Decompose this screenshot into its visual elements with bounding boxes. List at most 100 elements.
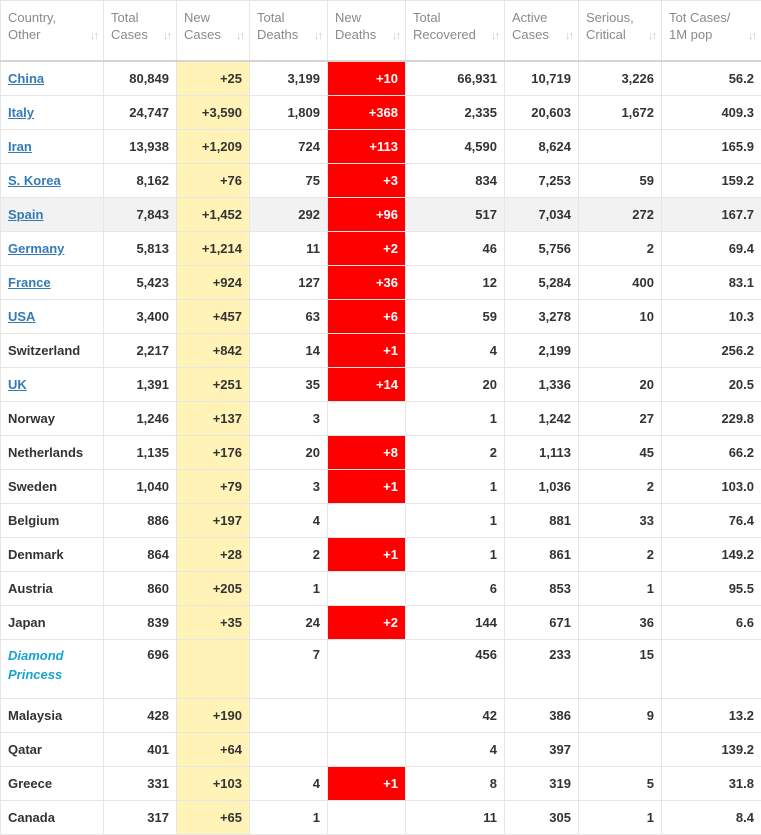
cell-active-cases: 233: [505, 640, 579, 699]
sort-icon[interactable]: ↓↑: [748, 28, 755, 45]
cell-new-deaths: +10: [328, 61, 406, 96]
sort-icon[interactable]: ↓↑: [314, 28, 321, 45]
cell-total-deaths: 35: [250, 368, 328, 402]
country-link[interactable]: Germany: [8, 241, 64, 256]
cell-new-cases: +176: [177, 436, 250, 470]
country-link[interactable]: S. Korea: [8, 173, 61, 188]
cell-total-cases: 1,040: [104, 470, 177, 504]
column-header-new-deaths[interactable]: New Deaths↓↑: [328, 1, 406, 62]
sort-icon[interactable]: ↓↑: [236, 28, 243, 45]
sort-icon[interactable]: ↓↑: [491, 28, 498, 45]
country-link[interactable]: Spain: [8, 207, 43, 222]
cell-total-deaths: 2: [250, 538, 328, 572]
cell-per-million: 8.4: [662, 801, 761, 835]
cell-new-deaths: +1: [328, 334, 406, 368]
cell-total-recovered: 1: [406, 470, 505, 504]
column-header-active-cases[interactable]: Active Cases↓↑: [505, 1, 579, 62]
country-link[interactable]: UK: [8, 377, 27, 392]
cell-country: Malaysia: [1, 699, 104, 733]
sort-icon[interactable]: ↓↑: [90, 28, 97, 45]
cell-total-recovered: 20: [406, 368, 505, 402]
cell-active-cases: 397: [505, 733, 579, 767]
cell-total-deaths: 14: [250, 334, 328, 368]
column-header-per-million[interactable]: Tot Cases/ 1M pop↓↑: [662, 1, 761, 62]
sort-icon[interactable]: ↓↑: [163, 28, 170, 45]
cell-serious: 2: [579, 470, 662, 504]
cell-active-cases: 319: [505, 767, 579, 801]
column-header-new-cases[interactable]: New Cases↓↑: [177, 1, 250, 62]
cell-country: Sweden: [1, 470, 104, 504]
cell-per-million: 409.3: [662, 96, 761, 130]
cell-total-cases: 860: [104, 572, 177, 606]
column-header-country[interactable]: Country, Other↓↑: [1, 1, 104, 62]
sort-icon[interactable]: ↓↑: [392, 28, 399, 45]
cell-new-cases: [177, 640, 250, 699]
cell-new-cases: +251: [177, 368, 250, 402]
cell-new-deaths: [328, 402, 406, 436]
column-header-total-deaths[interactable]: Total Deaths↓↑: [250, 1, 328, 62]
column-header-total-recovered[interactable]: Total Recovered↓↑: [406, 1, 505, 62]
cell-total-deaths: 3: [250, 470, 328, 504]
sort-icon[interactable]: ↓↑: [648, 28, 655, 45]
country-link[interactable]: Italy: [8, 105, 34, 120]
cell-serious: 15: [579, 640, 662, 699]
country-link[interactable]: Iran: [8, 139, 32, 154]
cell-total-cases: 5,813: [104, 232, 177, 266]
cell-new-deaths: +1: [328, 470, 406, 504]
cell-total-cases: 1,135: [104, 436, 177, 470]
cell-per-million: 31.8: [662, 767, 761, 801]
cell-per-million: 13.2: [662, 699, 761, 733]
cell-country: Diamond Princess: [1, 640, 104, 699]
cell-new-cases: +190: [177, 699, 250, 733]
cell-new-deaths: +8: [328, 436, 406, 470]
cell-new-cases: +3,590: [177, 96, 250, 130]
cell-per-million: 83.1: [662, 266, 761, 300]
cell-total-deaths: 3,199: [250, 61, 328, 96]
cell-per-million: 66.2: [662, 436, 761, 470]
sort-icon[interactable]: ↓↑: [565, 28, 572, 45]
cell-country: S. Korea: [1, 164, 104, 198]
cell-new-deaths: +2: [328, 606, 406, 640]
cell-serious: 3,226: [579, 61, 662, 96]
cell-total-deaths: 4: [250, 504, 328, 538]
cell-country: USA: [1, 300, 104, 334]
cell-total-cases: 1,391: [104, 368, 177, 402]
cell-active-cases: 386: [505, 699, 579, 733]
column-header-total-cases[interactable]: Total Cases ↓↑: [104, 1, 177, 62]
cell-new-cases: +64: [177, 733, 250, 767]
country-link[interactable]: China: [8, 71, 44, 86]
cell-serious: 20: [579, 368, 662, 402]
cell-new-cases: +65: [177, 801, 250, 835]
cell-active-cases: 671: [505, 606, 579, 640]
country-link[interactable]: Diamond Princess: [8, 648, 64, 682]
cell-active-cases: 7,034: [505, 198, 579, 232]
cell-total-recovered: 66,931: [406, 61, 505, 96]
cell-total-recovered: 517: [406, 198, 505, 232]
column-header-label: Total Cases: [111, 10, 148, 42]
cell-new-deaths: +96: [328, 198, 406, 232]
cell-new-deaths: +1: [328, 767, 406, 801]
country-link[interactable]: France: [8, 275, 51, 290]
cell-country: Italy: [1, 96, 104, 130]
cell-active-cases: 10,719: [505, 61, 579, 96]
cell-active-cases: 1,113: [505, 436, 579, 470]
cell-serious: 2: [579, 232, 662, 266]
cell-total-recovered: 12: [406, 266, 505, 300]
country-link[interactable]: USA: [8, 309, 35, 324]
cell-new-cases: +1,214: [177, 232, 250, 266]
column-header-serious[interactable]: Serious, Critical↓↑: [579, 1, 662, 62]
cell-total-cases: 8,162: [104, 164, 177, 198]
cell-serious: 33: [579, 504, 662, 538]
cell-new-cases: +842: [177, 334, 250, 368]
